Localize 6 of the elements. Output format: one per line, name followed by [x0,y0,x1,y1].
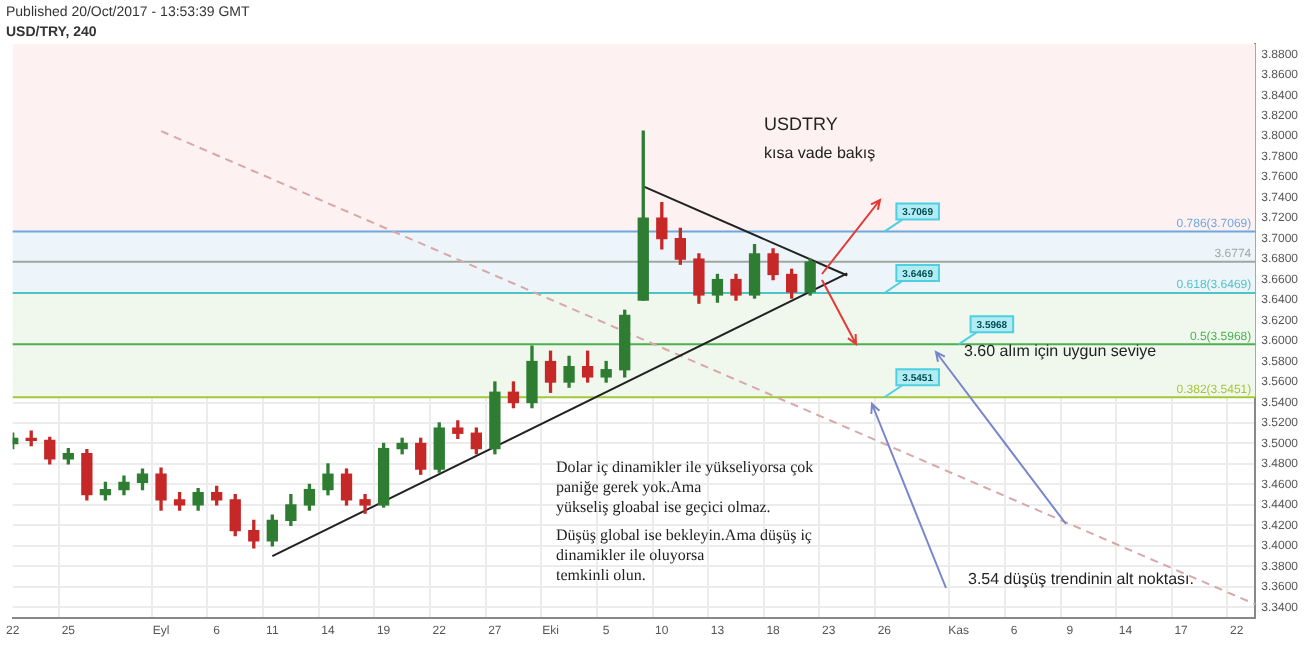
annotation: Düşüş global ise bekleyin.Ama düşüş iç dinamikler ile oluyorsa temkinli olun. [556,526,812,586]
annotation: Dolar iç dinamikler ile yükseliyorsa çok paniğe gerek yok.Ama yükseliş gloabal ise geçici olmaz. [556,458,814,518]
annotation: USDTRY [764,114,838,134]
annotation: 3.60 alım için uygun seviye [964,342,1157,360]
annotation: kısa vade bakış [764,144,876,162]
annotation: 3.54 düşüş trendinin alt noktası. [968,570,1194,588]
